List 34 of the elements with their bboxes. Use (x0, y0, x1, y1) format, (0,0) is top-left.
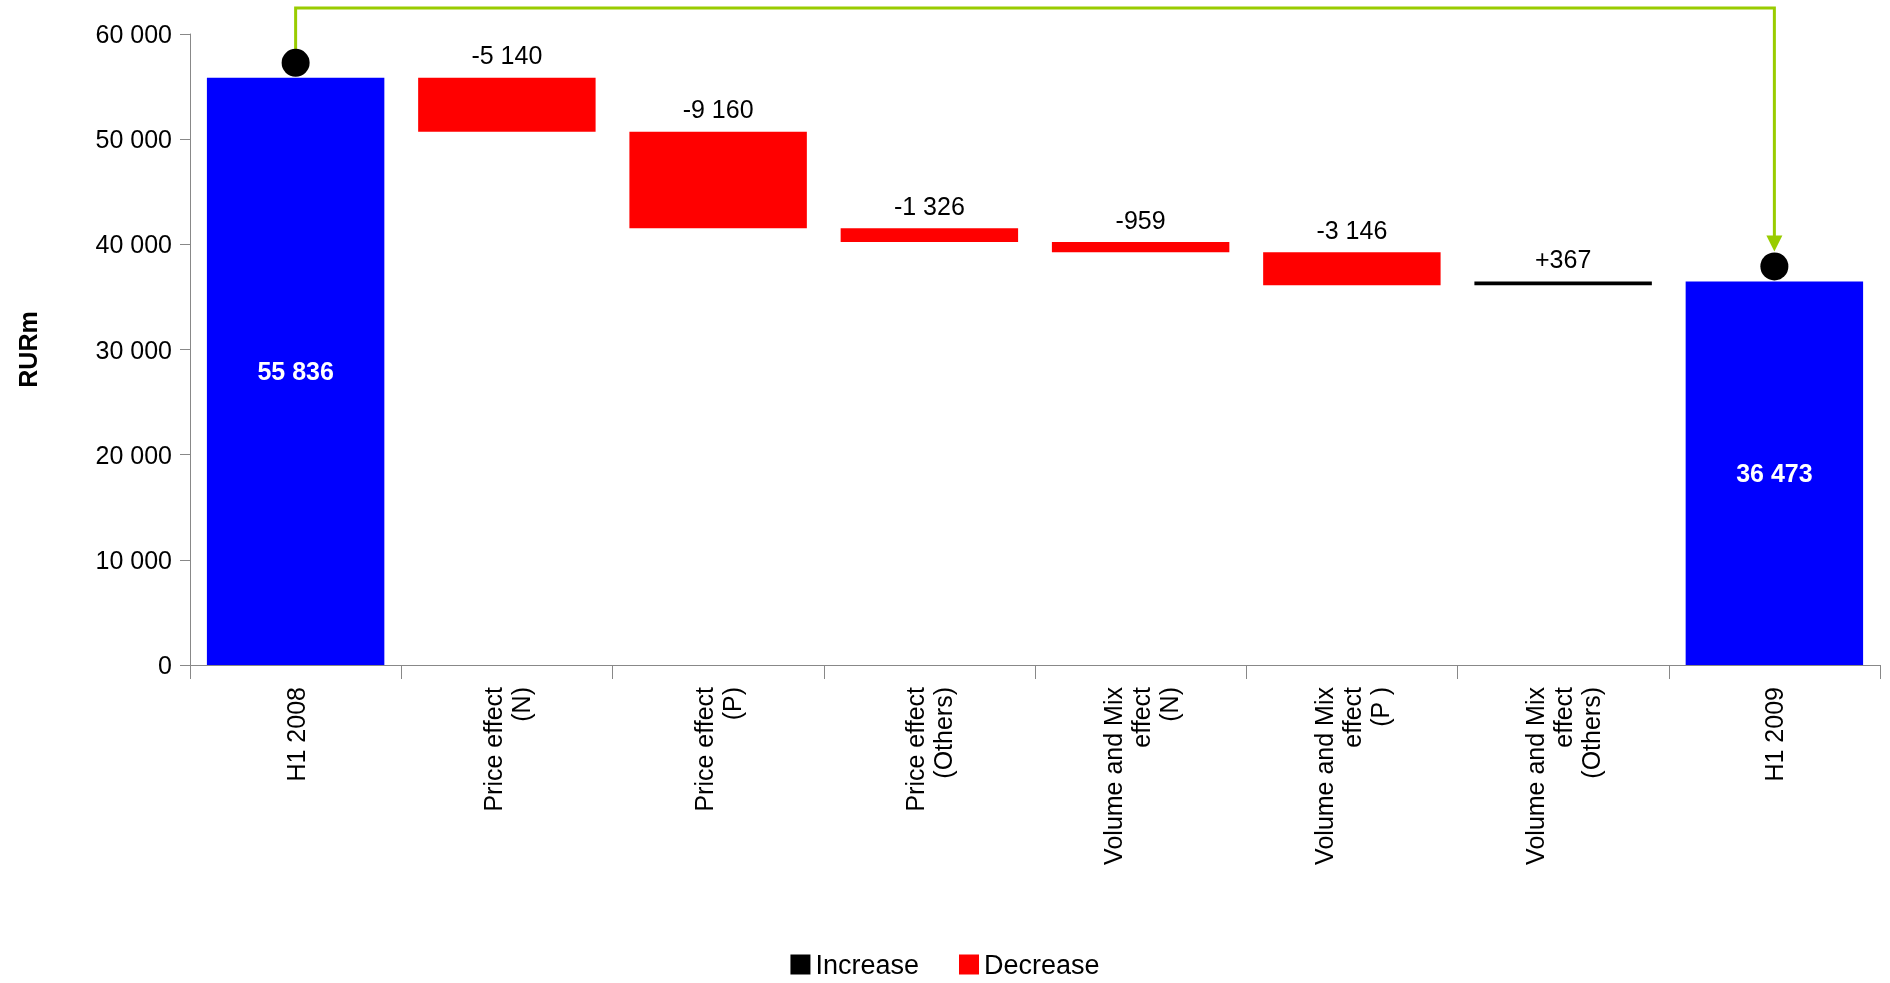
bar (1263, 252, 1441, 286)
data-label: -5 140 (471, 41, 543, 70)
legend-label: Increase (815, 949, 920, 980)
x-tick-label: Volume and Mix effect (N) (1098, 686, 1183, 865)
x-tick-label: Volume and Mix effect (Others) (1521, 686, 1606, 865)
y-tick-label: 10 000 (95, 545, 172, 574)
data-label: 55 836 (257, 357, 334, 386)
y-tick-label: 40 000 (95, 230, 172, 259)
bar (1474, 281, 1652, 286)
y-tick-label: 50 000 (95, 125, 172, 154)
data-label: -3 146 (1316, 215, 1388, 244)
bar (1685, 281, 1864, 665)
bar (206, 77, 385, 665)
x-tick-label: Price effect (N) (478, 686, 535, 812)
data-label: 36 473 (1736, 459, 1813, 488)
data-label: -1 326 (893, 191, 965, 220)
bar (418, 77, 596, 132)
data-label: +367 (1534, 244, 1592, 273)
x-tick-label: H1 2009 (1760, 687, 1789, 782)
x-tick-label: Price effect (Others) (901, 686, 958, 812)
y-tick-label: 30 000 (95, 335, 172, 364)
bar (1051, 242, 1230, 253)
y-axis-title: RURm (13, 311, 42, 388)
y-tick-label: 60 000 (95, 20, 172, 48)
data-label: -9 160 (682, 95, 754, 124)
bar (840, 228, 1019, 243)
x-tick-label: Volume and Mix effect (P ) (1309, 686, 1394, 865)
x-tick-label: Price effect (P) (690, 686, 747, 812)
y-tick-label: 20 000 (95, 440, 172, 469)
x-tick-label: H1 2008 (281, 687, 310, 782)
y-tick-label: 0 (158, 651, 172, 679)
bar (629, 131, 807, 229)
legend-label: Decrease (984, 949, 1100, 980)
data-label: -959 (1115, 205, 1166, 234)
